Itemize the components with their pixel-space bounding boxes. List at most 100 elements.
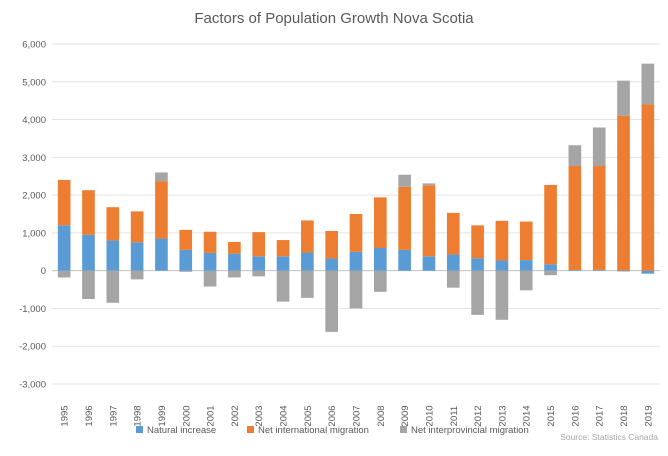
x-tick-label: 2018 [619,405,630,426]
bar-segment [519,260,533,271]
bar-segment [422,183,436,186]
bar-segment [617,115,630,271]
x-tick-label: 2012 [473,405,484,426]
y-tick-label: 2,000 [22,191,46,202]
bar-segment [130,270,144,280]
bar-segment [617,270,630,272]
x-tick-label: 2010 [424,405,435,426]
legend-swatch [247,426,254,433]
bar-segment [373,197,387,248]
bar-segment [617,80,630,116]
y-tick-label: 1,000 [22,228,46,239]
bar-segment [57,225,71,271]
bar-segment [641,104,655,271]
bar-segment [495,270,509,320]
x-tick-label: 2002 [230,405,241,426]
bar-segment [228,270,241,278]
x-tick-label: 2019 [643,405,654,426]
bar-segment [82,190,95,235]
x-tick-label: 2015 [546,405,557,426]
bar-segment [106,240,120,271]
bar-segment [325,231,339,259]
bar-segment [276,240,290,257]
x-tick-label: 2000 [181,405,192,426]
bar-segment [106,270,120,303]
y-tick-label: 6,000 [22,40,46,51]
y-tick-label: 0 [41,266,46,277]
legend-swatch [400,426,407,433]
legend-label: Natural increase [147,425,216,436]
x-tick-label: 2016 [570,405,581,426]
bar-segment [495,260,509,271]
bar-segment [641,63,655,105]
x-tick-label: 2009 [400,405,411,426]
x-tick-label: 1999 [157,405,168,426]
bar-segment [519,270,533,291]
bar-segment [349,251,363,271]
y-tick-label: -2,000 [19,342,46,353]
x-tick-label: 2005 [303,405,314,426]
bar-segment [252,270,266,277]
bar-segment [495,220,509,261]
bar-segment [592,269,606,271]
x-tick-label: 2001 [206,405,217,426]
bar-segment [301,220,314,253]
y-tick-label: -1,000 [19,304,46,315]
bar-segment [398,174,411,187]
bar-segment [641,270,655,274]
bar-segment [373,270,387,292]
bar-segment [276,256,290,271]
bar-segment [57,270,71,278]
bar-segment [568,269,582,271]
x-tick-label: 1995 [60,405,71,426]
bar-segment [155,181,168,239]
bar-segment [592,166,606,270]
chart-title: Factors of Population Growth Nova Scotia [194,10,474,27]
x-tick-label: 2017 [595,405,606,426]
bar-segment [130,211,144,243]
bar-segment [276,270,290,302]
bar-segment [179,270,193,272]
bar-segment [325,258,339,271]
bar-segment [325,270,339,332]
bar-segment [179,229,193,250]
x-tick-label: 2008 [376,405,387,426]
x-axis-ticks: 1995 1996 1997 1998 1999 2000 2001 2002 2003 2004… [60,405,655,426]
bar-segment [471,270,484,315]
y-axis-ticks: 6,000 5,000 4,000 3,000 2,000 1,000 0 -1,000 -2,… [19,40,46,391]
y-tick-label: -3,000 [19,380,46,391]
bar-segment [373,248,387,271]
bar-segment [446,254,460,271]
bar-segment [203,270,217,287]
bar-segment [301,270,314,298]
bars [57,63,655,332]
bar-segment [106,207,120,241]
legend-label: Net interprovincial migration [411,425,529,436]
x-tick-label: 2013 [497,405,508,426]
bar-segment [179,249,193,271]
bar-segment [398,186,411,250]
x-tick-label: 2007 [352,405,363,426]
bar-segment [228,241,241,254]
bar-segment [568,166,582,270]
x-tick-label: 1998 [133,405,144,426]
bar-segment [301,252,314,271]
bar-segment [252,256,266,271]
x-tick-label: 1996 [84,405,95,426]
y-tick-label: 4,000 [22,115,46,126]
bar-segment [471,258,484,271]
x-tick-label: 2011 [449,406,460,426]
bar-segment [519,221,533,261]
bar-segment [471,225,484,259]
bar-segment [446,212,460,255]
x-tick-label: 2004 [279,405,290,426]
bar-segment [398,249,411,271]
bar-segment [422,185,436,257]
bar-segment [130,242,144,271]
bar-segment [228,253,241,271]
bar-segment [349,214,363,252]
bar-segment [155,238,168,271]
legend-label: Net international migration [258,425,369,436]
